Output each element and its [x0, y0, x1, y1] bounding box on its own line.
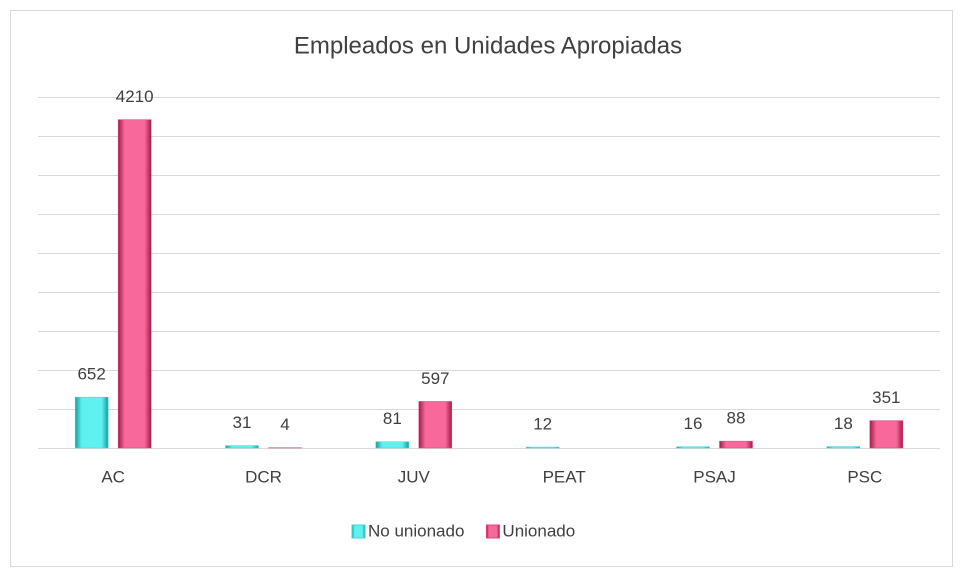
chart-title: Empleados en Unidades Apropiadas	[294, 32, 682, 59]
data-label: 88	[727, 409, 746, 428]
x-tick-label: PSAJ	[693, 467, 736, 486]
data-label: 81	[383, 409, 402, 428]
bar	[375, 441, 410, 449]
data-label: 652	[77, 365, 105, 384]
bar	[117, 119, 152, 449]
data-label: 16	[684, 414, 703, 433]
bar	[225, 445, 259, 449]
data-label: 18	[834, 414, 853, 433]
legend-label: Unionado	[502, 521, 575, 540]
bar	[418, 401, 453, 449]
bar	[74, 396, 109, 449]
data-label: 351	[872, 388, 900, 407]
data-label: 12	[533, 415, 552, 434]
bar	[826, 446, 861, 449]
bar	[525, 446, 560, 449]
x-tick-label: PSC	[847, 467, 882, 486]
legend-label: No unionado	[368, 521, 464, 540]
x-tick-label: PEAT	[543, 467, 586, 486]
chart-border	[10, 10, 953, 567]
data-label: 4210	[116, 87, 154, 106]
bar	[869, 420, 904, 449]
bar	[676, 446, 710, 449]
x-tick-label: JUV	[398, 467, 431, 486]
legend-swatch	[485, 524, 500, 539]
bar	[719, 440, 753, 449]
data-label: 31	[233, 413, 252, 432]
x-tick-label: DCR	[245, 467, 282, 486]
legend-swatch	[351, 524, 366, 539]
data-label: 597	[421, 369, 449, 388]
data-label: 4	[280, 415, 289, 434]
x-tick-label: AC	[101, 467, 125, 486]
